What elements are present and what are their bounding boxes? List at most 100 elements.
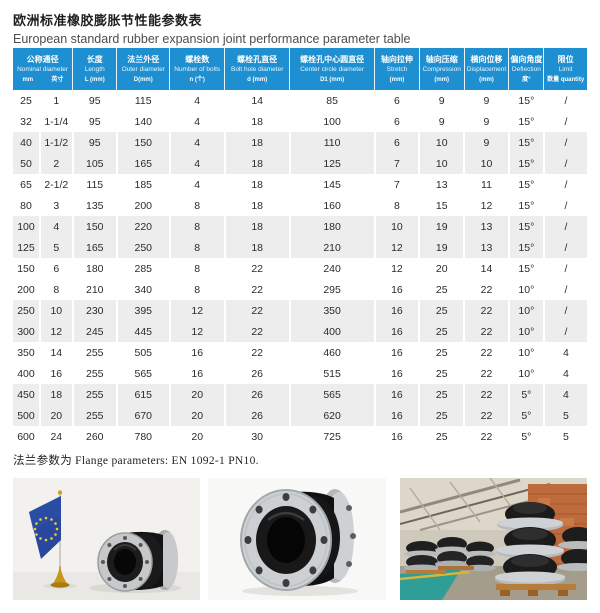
table-cell: 16 — [373, 321, 420, 342]
table-cell: 255 — [71, 363, 117, 384]
table-cell: 105 — [71, 153, 117, 174]
table-cell: 340 — [115, 279, 170, 300]
table-cell: 22 — [463, 405, 509, 426]
joint-stack-main — [495, 502, 565, 586]
table-cell: 500 — [13, 405, 40, 426]
bolt-holes — [101, 536, 149, 588]
table-cell: 95 — [71, 90, 117, 111]
table-cell: 255 — [71, 405, 117, 426]
table-cell: 16 — [373, 300, 420, 321]
joint-stack-right — [557, 527, 587, 571]
table-cell: 135 — [71, 195, 117, 216]
rubber-joint-closeup-graphic — [208, 478, 386, 600]
table-cell: 22 — [223, 321, 290, 342]
column-header-9: 偏向角度 Deflection 度° — [508, 48, 544, 90]
table-cell: 85 — [288, 90, 375, 111]
table-cell: 5° — [507, 426, 544, 447]
table-cell: 8 — [373, 195, 420, 216]
table-cell: 2 — [38, 153, 73, 174]
table-cell: 25 — [418, 321, 465, 342]
table-cell: 150 — [17, 262, 35, 275]
table-cell: 15° — [507, 153, 544, 174]
table-cell: 670 — [115, 405, 170, 426]
table-cell: 11 — [463, 174, 509, 195]
table-cell: 260 — [71, 426, 117, 447]
table-cell: / — [542, 279, 587, 300]
table-cell: / — [542, 174, 587, 195]
table-cell: 18 — [223, 111, 290, 132]
table-cell: 125 — [288, 153, 375, 174]
table-cell: 12 — [463, 195, 509, 216]
table-cell: 10 — [373, 216, 420, 237]
table-cell: 115 — [71, 174, 117, 195]
column-header-2: 法兰外径 Outer diameter D(mm) — [116, 48, 170, 90]
table-cell: 16 — [373, 426, 420, 447]
parameter-table: 公称通径 Nominal diameter mm 英寸 长度 Length L (mm) 法兰… — [13, 48, 587, 447]
table-cell: 395 — [115, 300, 170, 321]
table-cell: 18 — [223, 216, 290, 237]
table-cell: 180 — [71, 258, 117, 279]
table-cell: 4 — [168, 153, 225, 174]
table-cell: 615 — [115, 384, 170, 405]
table-cell: 22 — [463, 363, 509, 384]
table-cell: 10 — [463, 153, 509, 174]
table-cell: 4 — [38, 216, 73, 237]
table-cell: / — [542, 258, 587, 279]
table-cell: 12 — [373, 237, 420, 258]
table-cell: 8 — [168, 237, 225, 258]
table-cell: 600 — [17, 430, 35, 443]
table-row: 200 8 210 340 8 22 295 16 25 22 10° / — [13, 279, 587, 300]
table-cell: 1-1/2 — [38, 132, 73, 153]
table-cell: 4 — [542, 363, 587, 384]
table-cell: 15° — [507, 195, 544, 216]
table-cell: 15° — [507, 258, 544, 279]
table-cell: 185 — [115, 174, 170, 195]
table-cell: 2-1/2 — [38, 174, 73, 195]
table-cell: 18 — [223, 153, 290, 174]
table-cell: 25 — [418, 426, 465, 447]
table-cell: 400 — [17, 367, 35, 380]
table-cell: 125 — [13, 237, 40, 258]
table-cell: 100 — [288, 111, 375, 132]
photo-rubber-joint-closeup — [208, 478, 386, 600]
table-cell: 245 — [71, 321, 117, 342]
table-cell: 14 — [463, 258, 509, 279]
table-cell: 25 — [418, 342, 465, 363]
page-title-en: European standard rubber expansion joint… — [13, 32, 411, 46]
table-cell: 3 — [38, 195, 73, 216]
table-cell: 16 — [168, 342, 225, 363]
table-cell: 20 — [168, 426, 225, 447]
table-cell: 10 — [38, 300, 73, 321]
table-cell: 9 — [463, 111, 509, 132]
table-cell: 25 — [418, 405, 465, 426]
column-header-4: 螺栓孔直径 Bolt hole diameter d (mm) — [224, 48, 290, 90]
table-cell: 450 — [13, 384, 40, 405]
table-cell: 4 — [168, 174, 225, 195]
table-cell: 9 — [418, 90, 465, 111]
table-cell: 14 — [223, 90, 290, 111]
table-header-row: 公称通径 Nominal diameter mm 英寸 长度 Length L (mm) 法兰… — [13, 48, 587, 90]
table-cell: 285 — [115, 258, 170, 279]
table-cell: 12 — [168, 321, 225, 342]
table-cell: 240 — [288, 258, 375, 279]
table-cell: 780 — [115, 426, 170, 447]
table-cell: 22 — [463, 279, 509, 300]
table-cell: 4 — [168, 132, 225, 153]
table-cell: / — [542, 90, 587, 111]
table-cell: 25 — [418, 279, 465, 300]
eu-flag-joint-graphic — [13, 478, 200, 600]
table-cell: 80 — [20, 199, 32, 212]
table-cell: 165 — [115, 153, 170, 174]
table-cell: 4 — [542, 342, 587, 363]
table-cell: 20 — [38, 405, 73, 426]
table-cell: 400 — [288, 321, 375, 342]
table-cell: 350 — [288, 300, 375, 321]
table-cell: 13 — [418, 174, 465, 195]
table-row: 350 14 255 505 16 22 460 16 25 22 10° 4 — [13, 342, 587, 363]
table-cell: 22 — [463, 384, 509, 405]
title-block: 欧洲标准橡胶膨胀节性能参数表 European standard rubber … — [13, 10, 587, 46]
photo-warehouse-stock — [400, 478, 587, 600]
table-row: 50 2 105 165 4 18 125 7 10 10 15° / — [13, 153, 587, 174]
table-cell: 145 — [288, 174, 375, 195]
